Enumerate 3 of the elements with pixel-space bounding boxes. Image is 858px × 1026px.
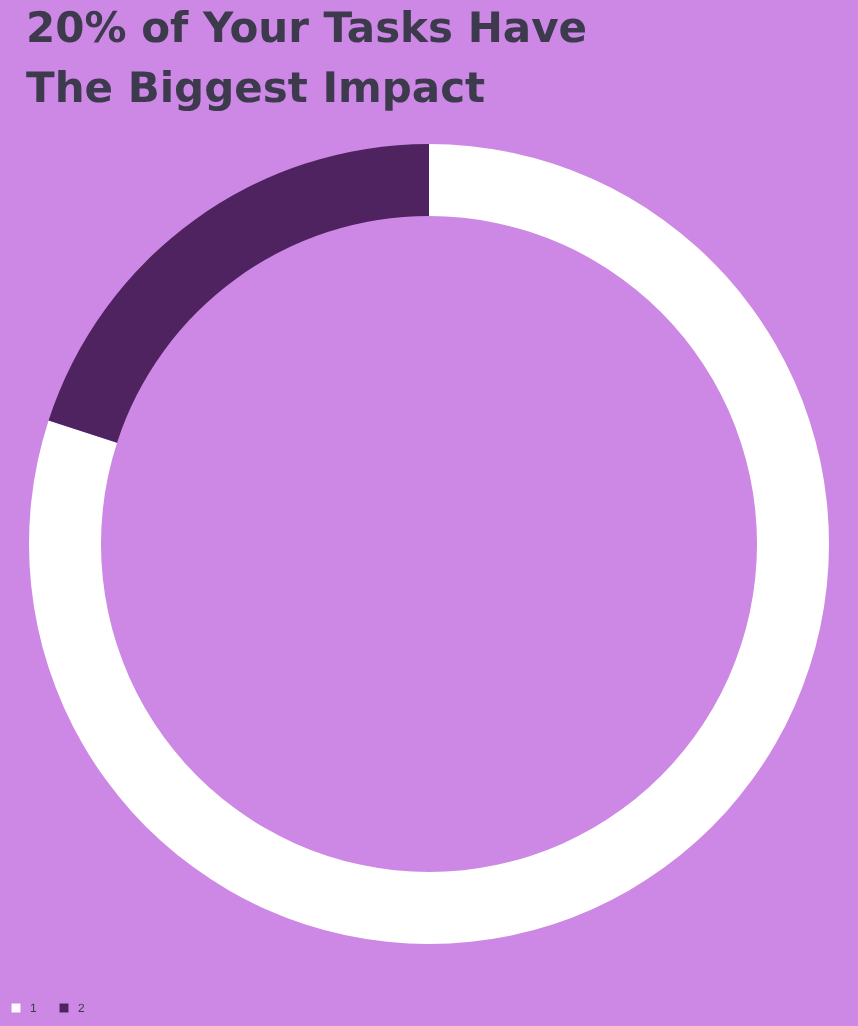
donut-slice: [48, 144, 429, 443]
donut-slice: [29, 144, 829, 944]
chart-title: 20% of Your Tasks Have The Biggest Impact: [26, 4, 588, 112]
